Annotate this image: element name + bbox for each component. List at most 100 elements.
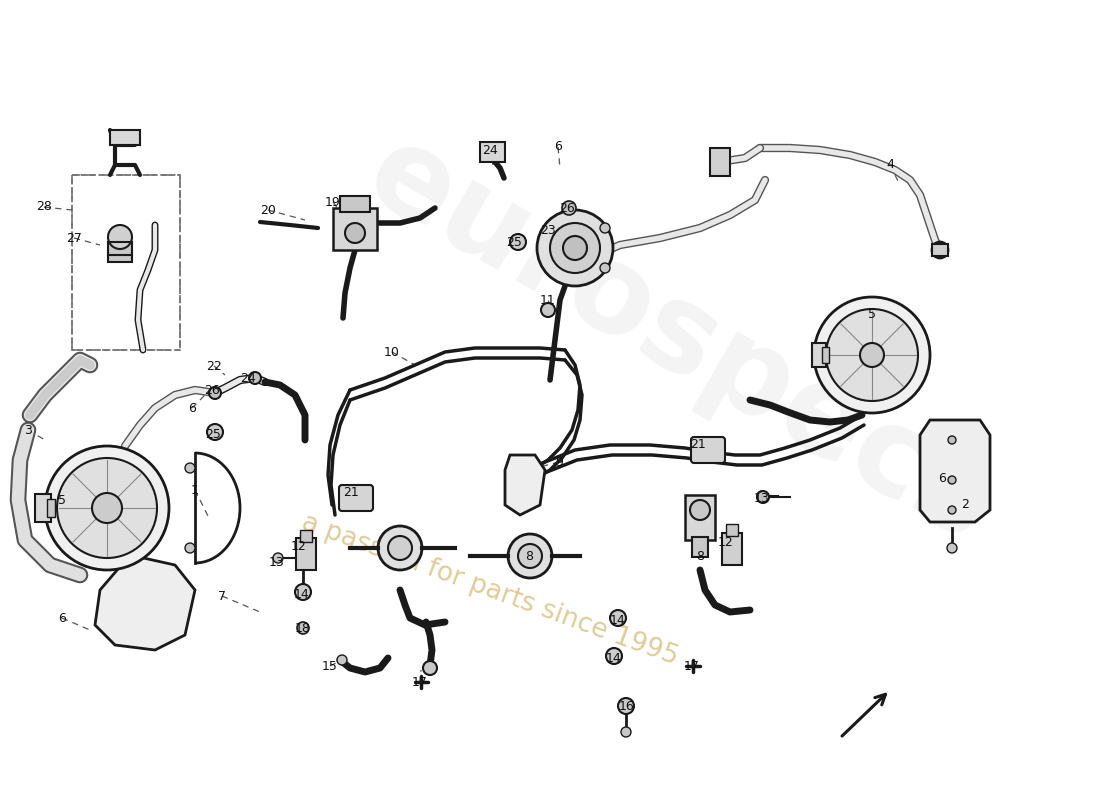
Circle shape — [541, 303, 556, 317]
Circle shape — [92, 493, 122, 523]
Text: 6: 6 — [188, 402, 196, 414]
Circle shape — [378, 526, 422, 570]
Text: 14: 14 — [294, 587, 310, 601]
Circle shape — [932, 242, 948, 258]
Text: 19: 19 — [326, 195, 341, 209]
Polygon shape — [920, 420, 990, 522]
Text: 5: 5 — [58, 494, 66, 506]
Text: 21: 21 — [343, 486, 359, 498]
Circle shape — [690, 500, 710, 520]
Bar — [722, 533, 742, 565]
Bar — [812, 343, 826, 367]
Polygon shape — [95, 555, 195, 650]
Circle shape — [297, 622, 309, 634]
Bar — [35, 494, 51, 522]
Circle shape — [345, 223, 365, 243]
Circle shape — [826, 309, 918, 401]
Text: 27: 27 — [66, 231, 81, 245]
Circle shape — [537, 210, 613, 286]
Text: 22: 22 — [206, 359, 222, 373]
Text: eurospecs: eurospecs — [346, 114, 1013, 566]
Text: 17: 17 — [684, 661, 700, 674]
Bar — [296, 538, 316, 570]
Circle shape — [209, 387, 221, 399]
Circle shape — [618, 698, 634, 714]
Text: 16: 16 — [619, 699, 635, 713]
Circle shape — [550, 223, 600, 273]
Text: 7: 7 — [218, 590, 226, 602]
Circle shape — [207, 424, 223, 440]
Text: 23: 23 — [540, 223, 556, 237]
Text: 20: 20 — [260, 203, 276, 217]
Circle shape — [273, 553, 283, 563]
Text: 14: 14 — [610, 614, 626, 626]
Text: 14: 14 — [606, 651, 621, 665]
Text: 4: 4 — [887, 158, 894, 171]
Bar — [932, 244, 948, 256]
Circle shape — [388, 536, 412, 560]
Circle shape — [249, 372, 261, 384]
Circle shape — [948, 476, 956, 484]
Bar — [108, 242, 132, 262]
Bar — [710, 148, 730, 176]
Text: 2: 2 — [961, 498, 969, 511]
Circle shape — [948, 506, 956, 514]
Circle shape — [185, 543, 195, 553]
Text: 21: 21 — [690, 438, 706, 450]
Text: 26: 26 — [559, 202, 575, 214]
Circle shape — [947, 543, 957, 553]
Circle shape — [337, 655, 346, 665]
Text: 28: 28 — [36, 201, 52, 214]
Text: 25: 25 — [506, 235, 521, 249]
Polygon shape — [505, 455, 544, 515]
Text: 10: 10 — [384, 346, 400, 358]
FancyBboxPatch shape — [339, 485, 373, 511]
Circle shape — [424, 661, 437, 675]
Text: 13: 13 — [755, 491, 770, 505]
Bar — [480, 142, 505, 162]
Text: 8: 8 — [696, 550, 704, 563]
Text: 25: 25 — [205, 429, 221, 442]
Bar — [110, 130, 140, 145]
Text: 5: 5 — [868, 309, 876, 322]
Circle shape — [814, 297, 930, 413]
Circle shape — [562, 201, 576, 215]
Circle shape — [510, 234, 526, 250]
Circle shape — [57, 458, 157, 558]
Text: 24: 24 — [240, 371, 256, 385]
Circle shape — [860, 343, 884, 367]
Text: 1: 1 — [191, 483, 199, 497]
Circle shape — [45, 446, 169, 570]
Text: 6: 6 — [554, 141, 562, 154]
Bar — [47, 499, 55, 517]
Circle shape — [600, 223, 610, 233]
Circle shape — [600, 263, 610, 273]
Text: 3: 3 — [24, 423, 32, 437]
Text: 15: 15 — [322, 659, 338, 673]
Bar — [333, 208, 377, 250]
Text: 13: 13 — [270, 555, 285, 569]
Bar — [685, 495, 715, 540]
Text: 8: 8 — [525, 550, 533, 562]
Circle shape — [295, 584, 311, 600]
Circle shape — [606, 648, 621, 664]
Circle shape — [563, 236, 587, 260]
Circle shape — [108, 225, 132, 249]
Text: 12: 12 — [292, 541, 307, 554]
Text: 11: 11 — [540, 294, 556, 306]
Text: 9: 9 — [556, 455, 563, 469]
Circle shape — [757, 491, 767, 501]
Text: 26: 26 — [205, 383, 220, 397]
Text: 6: 6 — [938, 471, 946, 485]
Circle shape — [518, 544, 542, 568]
Bar — [822, 347, 829, 363]
Bar — [340, 196, 370, 212]
Text: 17: 17 — [412, 677, 428, 690]
Circle shape — [508, 534, 552, 578]
Text: 24: 24 — [482, 143, 498, 157]
Text: 18: 18 — [295, 622, 311, 635]
Circle shape — [621, 727, 631, 737]
Circle shape — [610, 610, 626, 626]
Text: 6: 6 — [58, 611, 66, 625]
Bar — [692, 537, 708, 557]
